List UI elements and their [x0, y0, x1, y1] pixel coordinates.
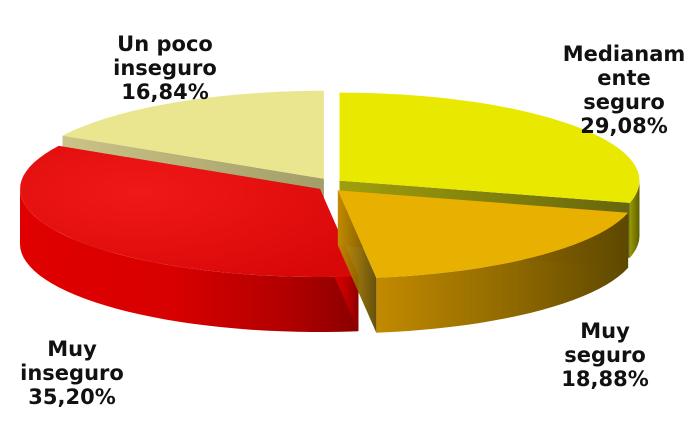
slice-wall-muy-seguro-1 [337, 190, 377, 333]
label-medianamente-seguro: Medianam ente seguro 29,08% [556, 18, 692, 162]
label-muy-inseguro: Muy inseguro 35,20% [8, 313, 136, 433]
slice-muy-inseguro [20, 145, 359, 332]
slice-muy-seguro [337, 190, 629, 333]
slice-top-muy-seguro [337, 190, 629, 278]
slice-side-medianamente-seguro [629, 180, 640, 258]
slice-side-muy-seguro [376, 212, 629, 333]
label-muy-inseguro-pct: 35,20% [28, 385, 116, 409]
pie-chart: Medianam ente seguro 29,08% Muy seguro 1… [20, 8, 692, 409]
slice-top-muy-inseguro [20, 145, 359, 277]
pie-chart-svg [20, 90, 640, 333]
label-muy-inseguro-name: Muy inseguro [20, 337, 124, 385]
slice-top-medianamente-seguro [339, 92, 640, 203]
label-medianamente-seguro-name: Medianam ente seguro [562, 42, 686, 114]
label-un-poco-inseguro: Un poco inseguro 16,84% [98, 8, 232, 128]
label-medianamente-seguro-pct: 29,08% [580, 114, 668, 138]
label-muy-seguro-name: Muy seguro [564, 319, 646, 367]
label-un-poco-inseguro-pct: 16,84% [121, 80, 209, 104]
label-muy-seguro: Muy seguro 18,88% [545, 295, 665, 415]
label-muy-seguro-pct: 18,88% [561, 367, 649, 391]
slice-side-muy-inseguro [20, 189, 359, 332]
slice-top-un-poco-inseguro [62, 90, 324, 179]
label-un-poco-inseguro-name: Un poco inseguro [113, 32, 217, 80]
